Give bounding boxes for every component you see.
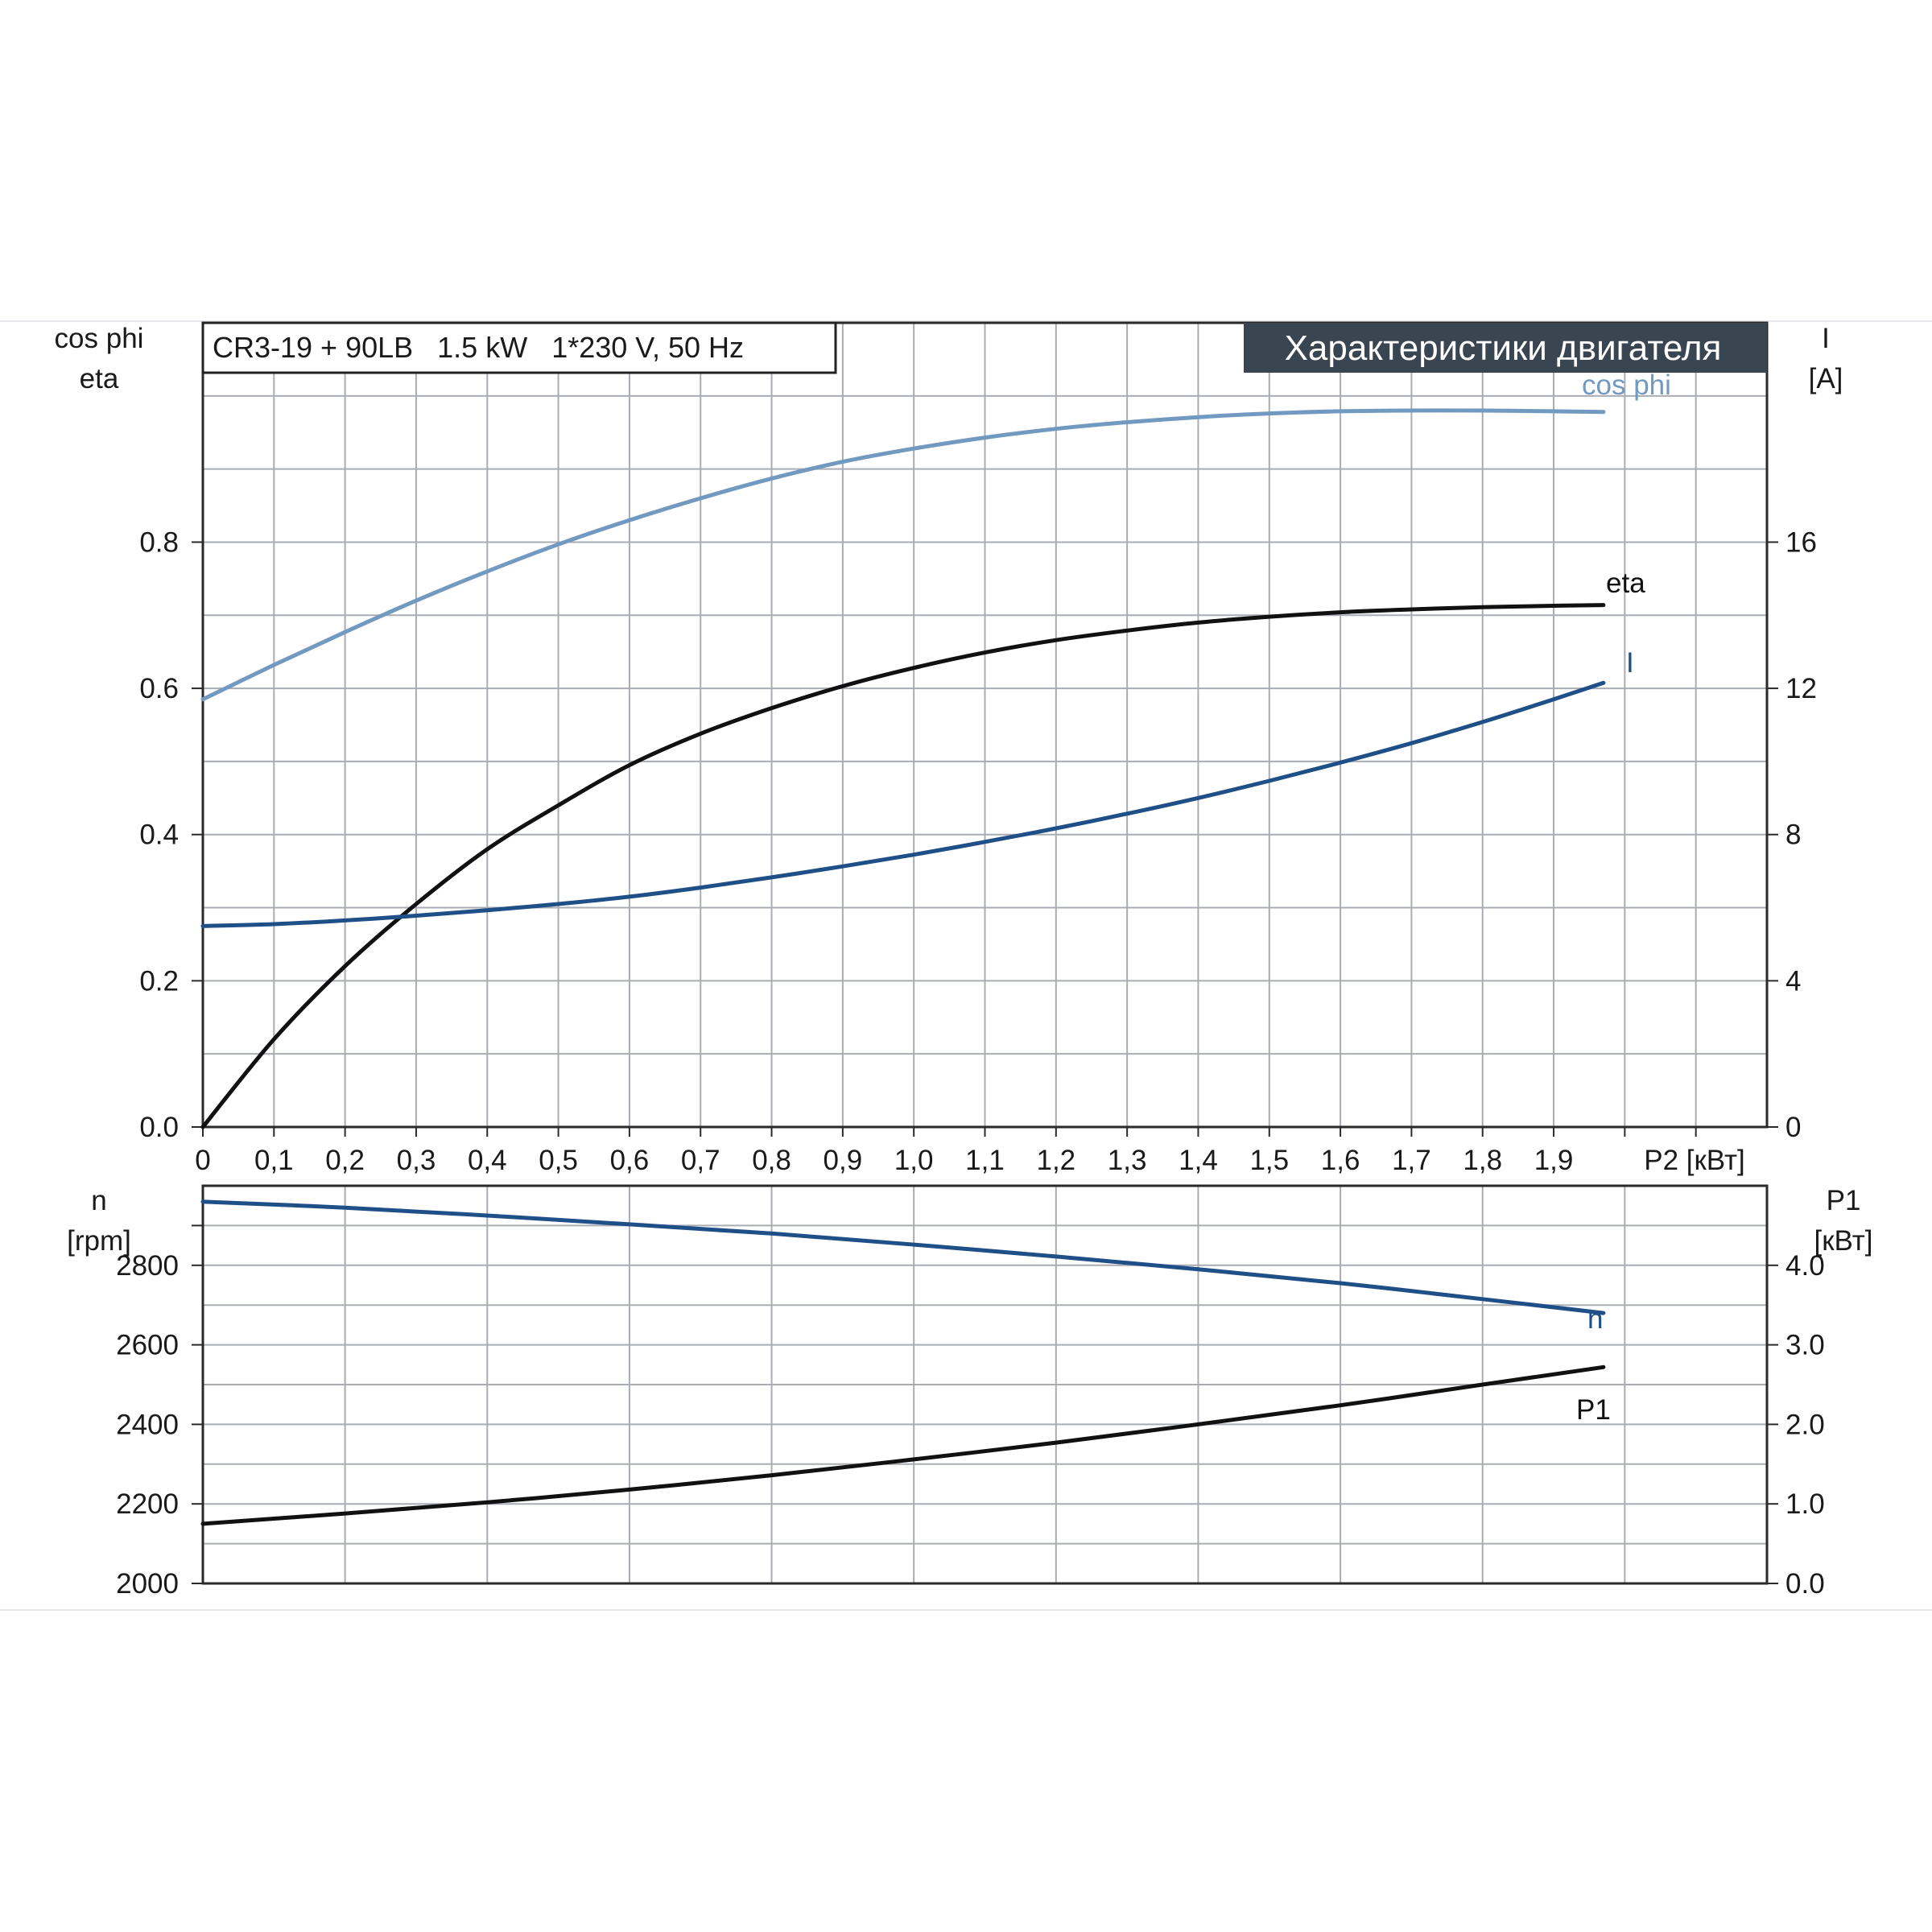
x-tick-label: 1,6 bbox=[1321, 1145, 1360, 1176]
x-tick-label: 0,3 bbox=[397, 1145, 436, 1176]
x-axis-label: P2 [кВт] bbox=[1644, 1145, 1745, 1176]
left-y-tick-label: 2000 bbox=[116, 1568, 179, 1600]
x-tick-label: 0,7 bbox=[681, 1145, 720, 1176]
x-tick-label: 1,9 bbox=[1534, 1145, 1574, 1176]
info-box: CR3-19 + 90LB 1.5 kW 1*230 V, 50 Hz bbox=[201, 321, 837, 374]
right-y-tick-label: 16 bbox=[1785, 526, 1817, 558]
x-tick-label: 0,1 bbox=[254, 1145, 294, 1176]
top-left-axis-label-2: eta bbox=[80, 363, 119, 394]
top-right-axis-label-2: [A] bbox=[1809, 363, 1843, 394]
series-label-n: n bbox=[1587, 1303, 1603, 1335]
bottom-right-axis-label-2: [кВт] bbox=[1814, 1225, 1873, 1257]
bottom-chart-grid bbox=[201, 1184, 1769, 1585]
x-tick-label: 1,7 bbox=[1392, 1145, 1431, 1176]
left-y-tick-label: 0.8 bbox=[139, 526, 179, 558]
x-tick-label: 1,3 bbox=[1108, 1145, 1147, 1176]
right-y-tick-label: 1.0 bbox=[1785, 1488, 1825, 1520]
bottom-right-axis-label-1: P1 bbox=[1827, 1185, 1861, 1216]
top-right-axis-label-1: I bbox=[1822, 323, 1830, 354]
x-tick-label: 1,0 bbox=[894, 1145, 934, 1176]
series-line-i bbox=[200, 680, 1606, 928]
x-tick-label: 1,8 bbox=[1463, 1145, 1502, 1176]
left-y-tick-label: 2600 bbox=[116, 1330, 179, 1361]
right-y-tick-label: 8 bbox=[1785, 819, 1801, 851]
x-tick-label: 1,2 bbox=[1036, 1145, 1075, 1176]
bottom-left-axis-label-1: n bbox=[91, 1185, 106, 1216]
x-tick-label: 0,8 bbox=[752, 1145, 791, 1176]
title-banner: Характеристики двигателя bbox=[1244, 323, 1767, 373]
x-tick-label: 1,4 bbox=[1179, 1145, 1218, 1176]
top-chart-grid bbox=[201, 321, 1769, 1129]
left-y-tick-label: 2200 bbox=[116, 1488, 179, 1520]
x-tick-label: 0 bbox=[195, 1145, 210, 1176]
x-tick-label: 0,9 bbox=[824, 1145, 863, 1176]
left-y-tick-label: 0.6 bbox=[139, 673, 179, 704]
right-y-tick-label: 2.0 bbox=[1785, 1409, 1825, 1440]
right-y-tick-label: 4 bbox=[1785, 965, 1801, 997]
axis-labels: cos phi eta I [A] P2 [кВт] n [rpm] P1 [к… bbox=[55, 323, 1873, 1257]
series-label-p1: P1 bbox=[1576, 1394, 1611, 1426]
bottom-left-axis-label-2: [rpm] bbox=[67, 1225, 131, 1257]
title-banner-text: Характеристики двигателя bbox=[1285, 328, 1722, 368]
series-line-cos-phi bbox=[200, 408, 1606, 702]
x-tick-label: 0,4 bbox=[468, 1145, 507, 1176]
series-line-n bbox=[200, 1199, 1606, 1315]
top-left-axis-label-1: cos phi bbox=[55, 323, 144, 354]
series-label-cos-phi: cos phi bbox=[1582, 369, 1671, 401]
right-y-tick-label: 12 bbox=[1785, 673, 1817, 704]
right-y-tick-label: 3.0 bbox=[1785, 1330, 1825, 1361]
info-box-text: CR3-19 + 90LB 1.5 kW 1*230 V, 50 Hz bbox=[213, 331, 744, 364]
right-y-tick-label: 4.0 bbox=[1785, 1250, 1825, 1282]
left-y-tick-label: 2800 bbox=[116, 1250, 179, 1282]
series-label-eta: eta bbox=[1606, 568, 1645, 599]
right-y-tick-label: 0 bbox=[1785, 1112, 1801, 1143]
series-layer: cos phi eta In P1 bbox=[200, 369, 1671, 1526]
left-y-tick-label: 0.4 bbox=[139, 819, 179, 851]
top-chart-tick-labels: 0 0,1 0,2 0,3 0,4 0,5 0,6 0,7 0,8 0,9 1,0 1,1 1,2 1,3… bbox=[139, 526, 1817, 1176]
series-label-i: I bbox=[1626, 647, 1634, 679]
x-tick-label: 0,5 bbox=[539, 1145, 578, 1176]
x-tick-label: 0,2 bbox=[325, 1145, 365, 1176]
series-line-eta bbox=[200, 603, 1606, 1129]
right-y-tick-label: 0.0 bbox=[1785, 1568, 1825, 1600]
left-y-tick-label: 0.0 bbox=[139, 1112, 179, 1143]
info-box-frame bbox=[201, 321, 837, 374]
plot-frame bbox=[201, 1184, 1769, 1585]
left-y-tick-label: 0.2 bbox=[139, 965, 179, 997]
x-tick-label: 0,6 bbox=[610, 1145, 650, 1176]
title-banner-background bbox=[1244, 323, 1767, 373]
x-tick-label: 1,1 bbox=[965, 1145, 1005, 1176]
x-tick-label: 1,5 bbox=[1249, 1145, 1289, 1176]
left-y-tick-label: 2400 bbox=[116, 1409, 179, 1440]
bottom-chart-tick-labels: 2000 2200 2400 2600 2800 0.0 1.0 2.0 3.0 4.0 bbox=[116, 1224, 1825, 1600]
series-line-p1 bbox=[200, 1364, 1606, 1526]
